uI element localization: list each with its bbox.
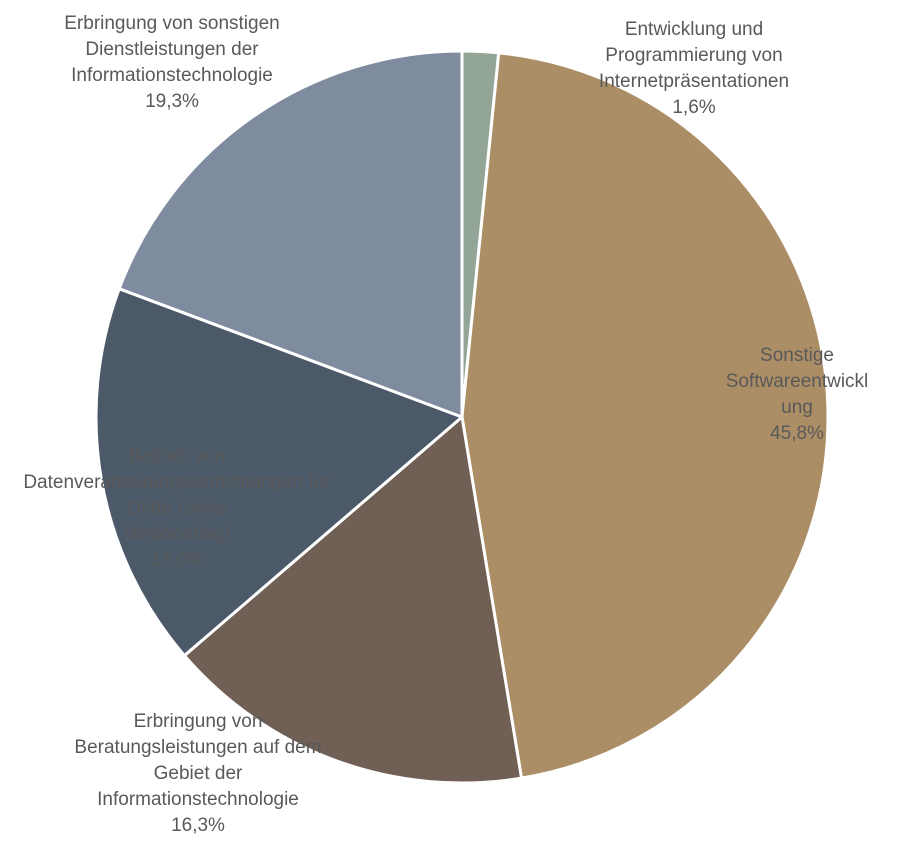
slice-name-line: Webhosting) <box>124 524 230 545</box>
slice-name-line: Gebiet der <box>154 763 243 784</box>
slice-name-line: Programmierung von <box>605 45 782 66</box>
slice-name-line: Sonstige <box>760 345 834 366</box>
slice-value-label: 16,3% <box>171 815 225 836</box>
slice-name-line: Entwicklung und <box>625 19 763 40</box>
slice-name-line: Softwareentwickl <box>726 371 869 392</box>
slice-name-line: Datenverarbeitungseinrichtungen für <box>23 472 331 493</box>
slice-name-line: Beratungsleistungen auf dem <box>74 737 321 758</box>
slice-name-line: Dienstleistungen der <box>85 39 259 60</box>
slice-name-line: Erbringung von <box>134 711 263 732</box>
slice-value-label: 1,6% <box>672 97 715 118</box>
slice-name-line: Betrieb von <box>129 446 225 467</box>
slice-name-line: Informationstechnologie <box>97 789 299 810</box>
pie-slices <box>96 51 828 783</box>
slice-value-label: 17,0% <box>150 550 204 571</box>
slice-name-line: Internetpräsentationen <box>599 71 789 92</box>
slice-name-line: Dritte (ohne <box>127 498 226 519</box>
slice-value-label: 45,8% <box>770 423 824 444</box>
slice-name-line: Erbringung von sonstigen <box>64 13 279 34</box>
pie-slice-2 <box>462 53 828 778</box>
slice-name-line: Informationstechnologie <box>71 65 273 86</box>
slice-value-label: 19,3% <box>145 91 199 112</box>
slice-name-line: ung <box>781 397 813 418</box>
slice-label-dienstleistungen: Erbringung von sonstigen Dienstleistungen… <box>64 13 279 112</box>
